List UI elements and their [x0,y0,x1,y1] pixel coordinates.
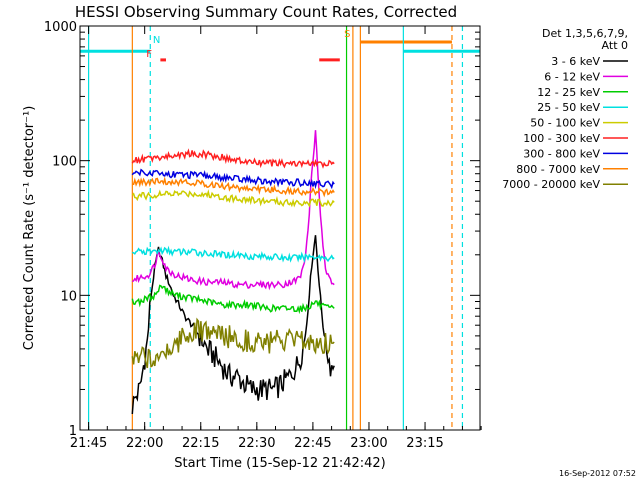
x-tick-label: 23:15 [406,436,443,451]
x-axis-label: Start Time (15-Sep-12 21:42:42) [174,456,385,471]
legend-label: 25 - 50 keV [537,101,600,114]
legend-label: 6 - 12 keV [544,70,600,83]
legend-label: 3 - 6 keV [551,55,600,68]
interval-markers [87,26,464,430]
x-tick-label: 23:00 [350,436,387,451]
legend-label: 300 - 800 keV [523,147,600,160]
axes: 21:45 22:00 22:15 22:30 22:45 23:00 23:15 1 10 10… [44,20,482,451]
y-tick-label: 1000 [44,20,77,35]
series-line [132,176,335,198]
legend-label: 7000 - 20000 keV [502,178,600,191]
y-tick-label: 100 [52,155,77,170]
chart-title: HESSI Observing Summary Count Rates, Cor… [75,3,457,21]
x-tick-label: 22:15 [182,436,219,451]
flag-bars [80,40,480,62]
series-line [131,189,335,208]
legend-label: 50 - 100 keV [530,117,600,130]
y-tick-label: 10 [60,289,77,304]
series-line [131,148,335,169]
annotation-label: N [153,35,160,46]
series-line [131,235,335,415]
data-series [131,130,335,415]
annotation-label: F [146,49,152,60]
legend-label: 800 - 7000 keV [516,163,600,176]
y-tick-label: 1 [69,424,77,439]
legend-header: Det 1,3,5,6,7,9, [542,27,628,40]
x-tick-label: 22:30 [238,436,275,451]
series-line [131,317,335,369]
annotations: NF S [146,29,350,60]
plot-frame [79,25,481,431]
series-line [131,168,335,190]
series-line [131,245,335,264]
footer-timestamp: 16-Sep-2012 07:52 [559,469,636,478]
annotation-label: S [344,29,350,40]
legend: Det 1,3,5,6,7,9,Att 03 - 6 keV 6 - 12 keV… [502,27,628,191]
x-tick-label: 22:00 [126,436,163,451]
series-line [131,130,335,291]
legend-label: 12 - 25 keV [537,86,600,99]
x-tick-label: 22:45 [294,436,331,451]
y-axis-label: Corrected Count Rate (s⁻¹ detector⁻¹) [22,106,37,351]
legend-header: Att 0 [602,39,628,52]
legend-label: 100 - 300 keV [523,132,600,145]
series-line [131,284,335,315]
x-tick-label: 21:45 [70,436,107,451]
